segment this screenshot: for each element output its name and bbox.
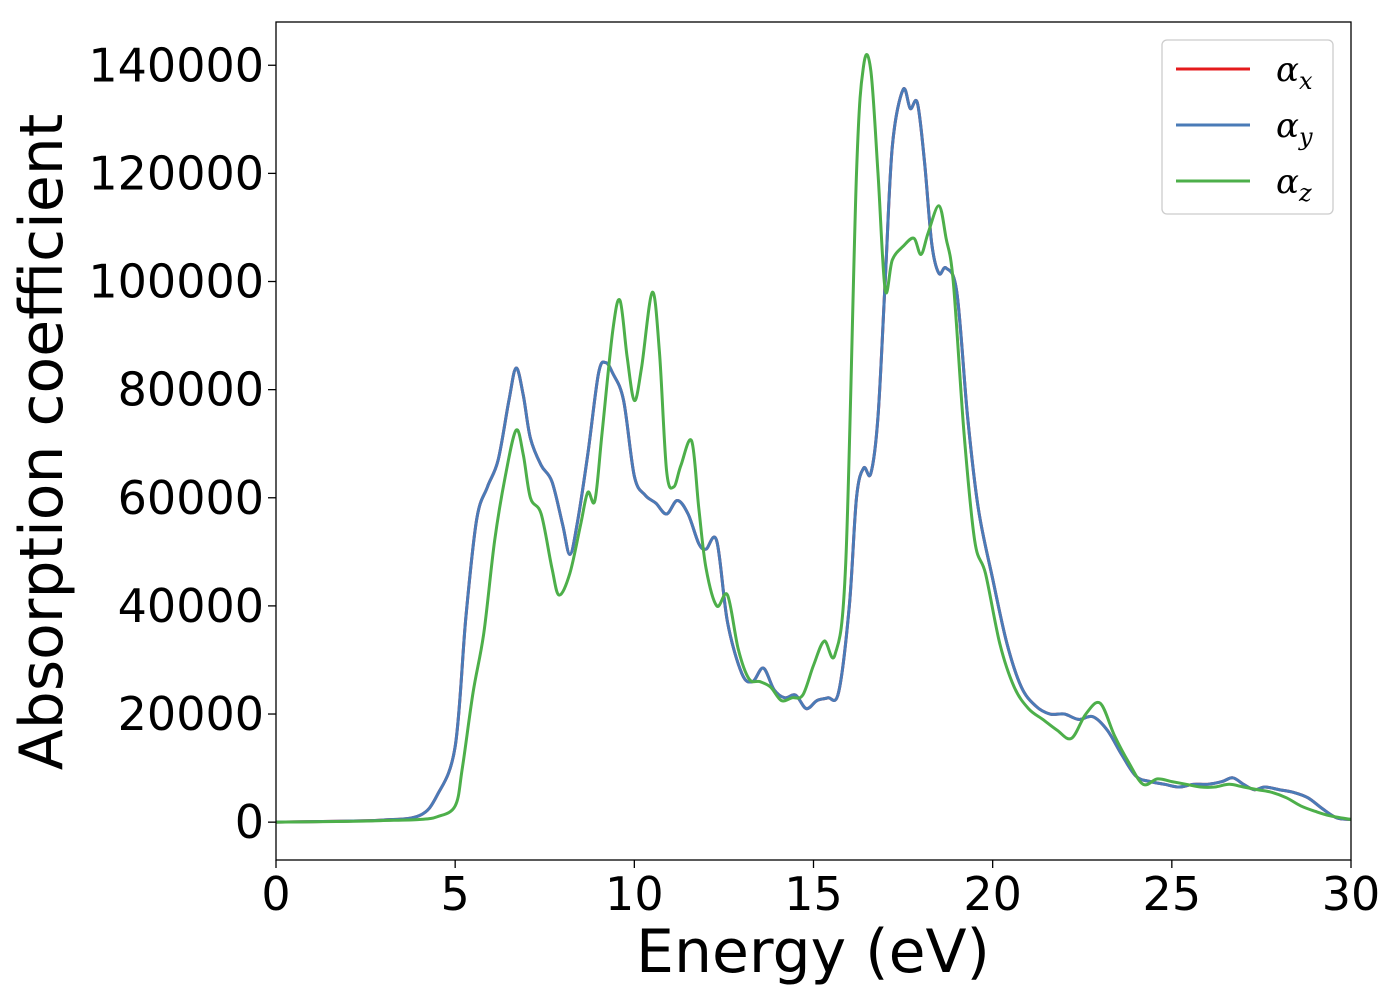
y-tick-label: 140000	[88, 38, 264, 92]
legend-label-y: αy	[1276, 106, 1313, 151]
series-line-z	[276, 53, 1351, 824]
y-tick-label: 20000	[118, 687, 264, 741]
x-axis-title: Energy (eV)	[636, 917, 990, 987]
y-tick-label: 120000	[88, 146, 264, 200]
legend: αx αy αz	[1161, 39, 1334, 215]
y-tick-label: 60000	[118, 471, 264, 525]
y-tick-label: 80000	[118, 363, 264, 417]
y-axis-title: Absorption coefficient	[7, 114, 77, 771]
x-tick-label: 25	[1143, 867, 1202, 921]
x-tick-label: 15	[784, 867, 843, 921]
legend-label-z: αz	[1276, 162, 1312, 207]
x-tick-label: 5	[441, 867, 470, 921]
y-tick-label: 40000	[118, 579, 264, 633]
ticks: 0 5 10 15 20 25 30 0 20000 40000 60000 80000 100000 1…	[88, 38, 1380, 921]
x-tick-label: 10	[605, 867, 664, 921]
y-tick-label: 0	[235, 795, 264, 849]
plot-lines	[276, 53, 1351, 824]
x-tick-label: 20	[963, 867, 1022, 921]
x-tick-label: 0	[261, 867, 290, 921]
legend-box	[1161, 39, 1334, 215]
legend-label-x: αx	[1276, 50, 1313, 95]
x-tick-label: 30	[1322, 867, 1381, 921]
y-tick-label: 100000	[88, 255, 264, 309]
